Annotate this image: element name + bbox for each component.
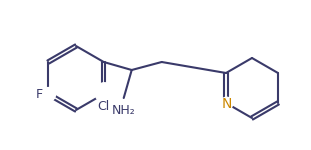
Text: Cl: Cl <box>98 100 110 113</box>
Text: N: N <box>222 97 232 111</box>
Text: F: F <box>36 87 43 100</box>
Text: N: N <box>222 97 232 111</box>
Text: NH₂: NH₂ <box>112 104 136 117</box>
